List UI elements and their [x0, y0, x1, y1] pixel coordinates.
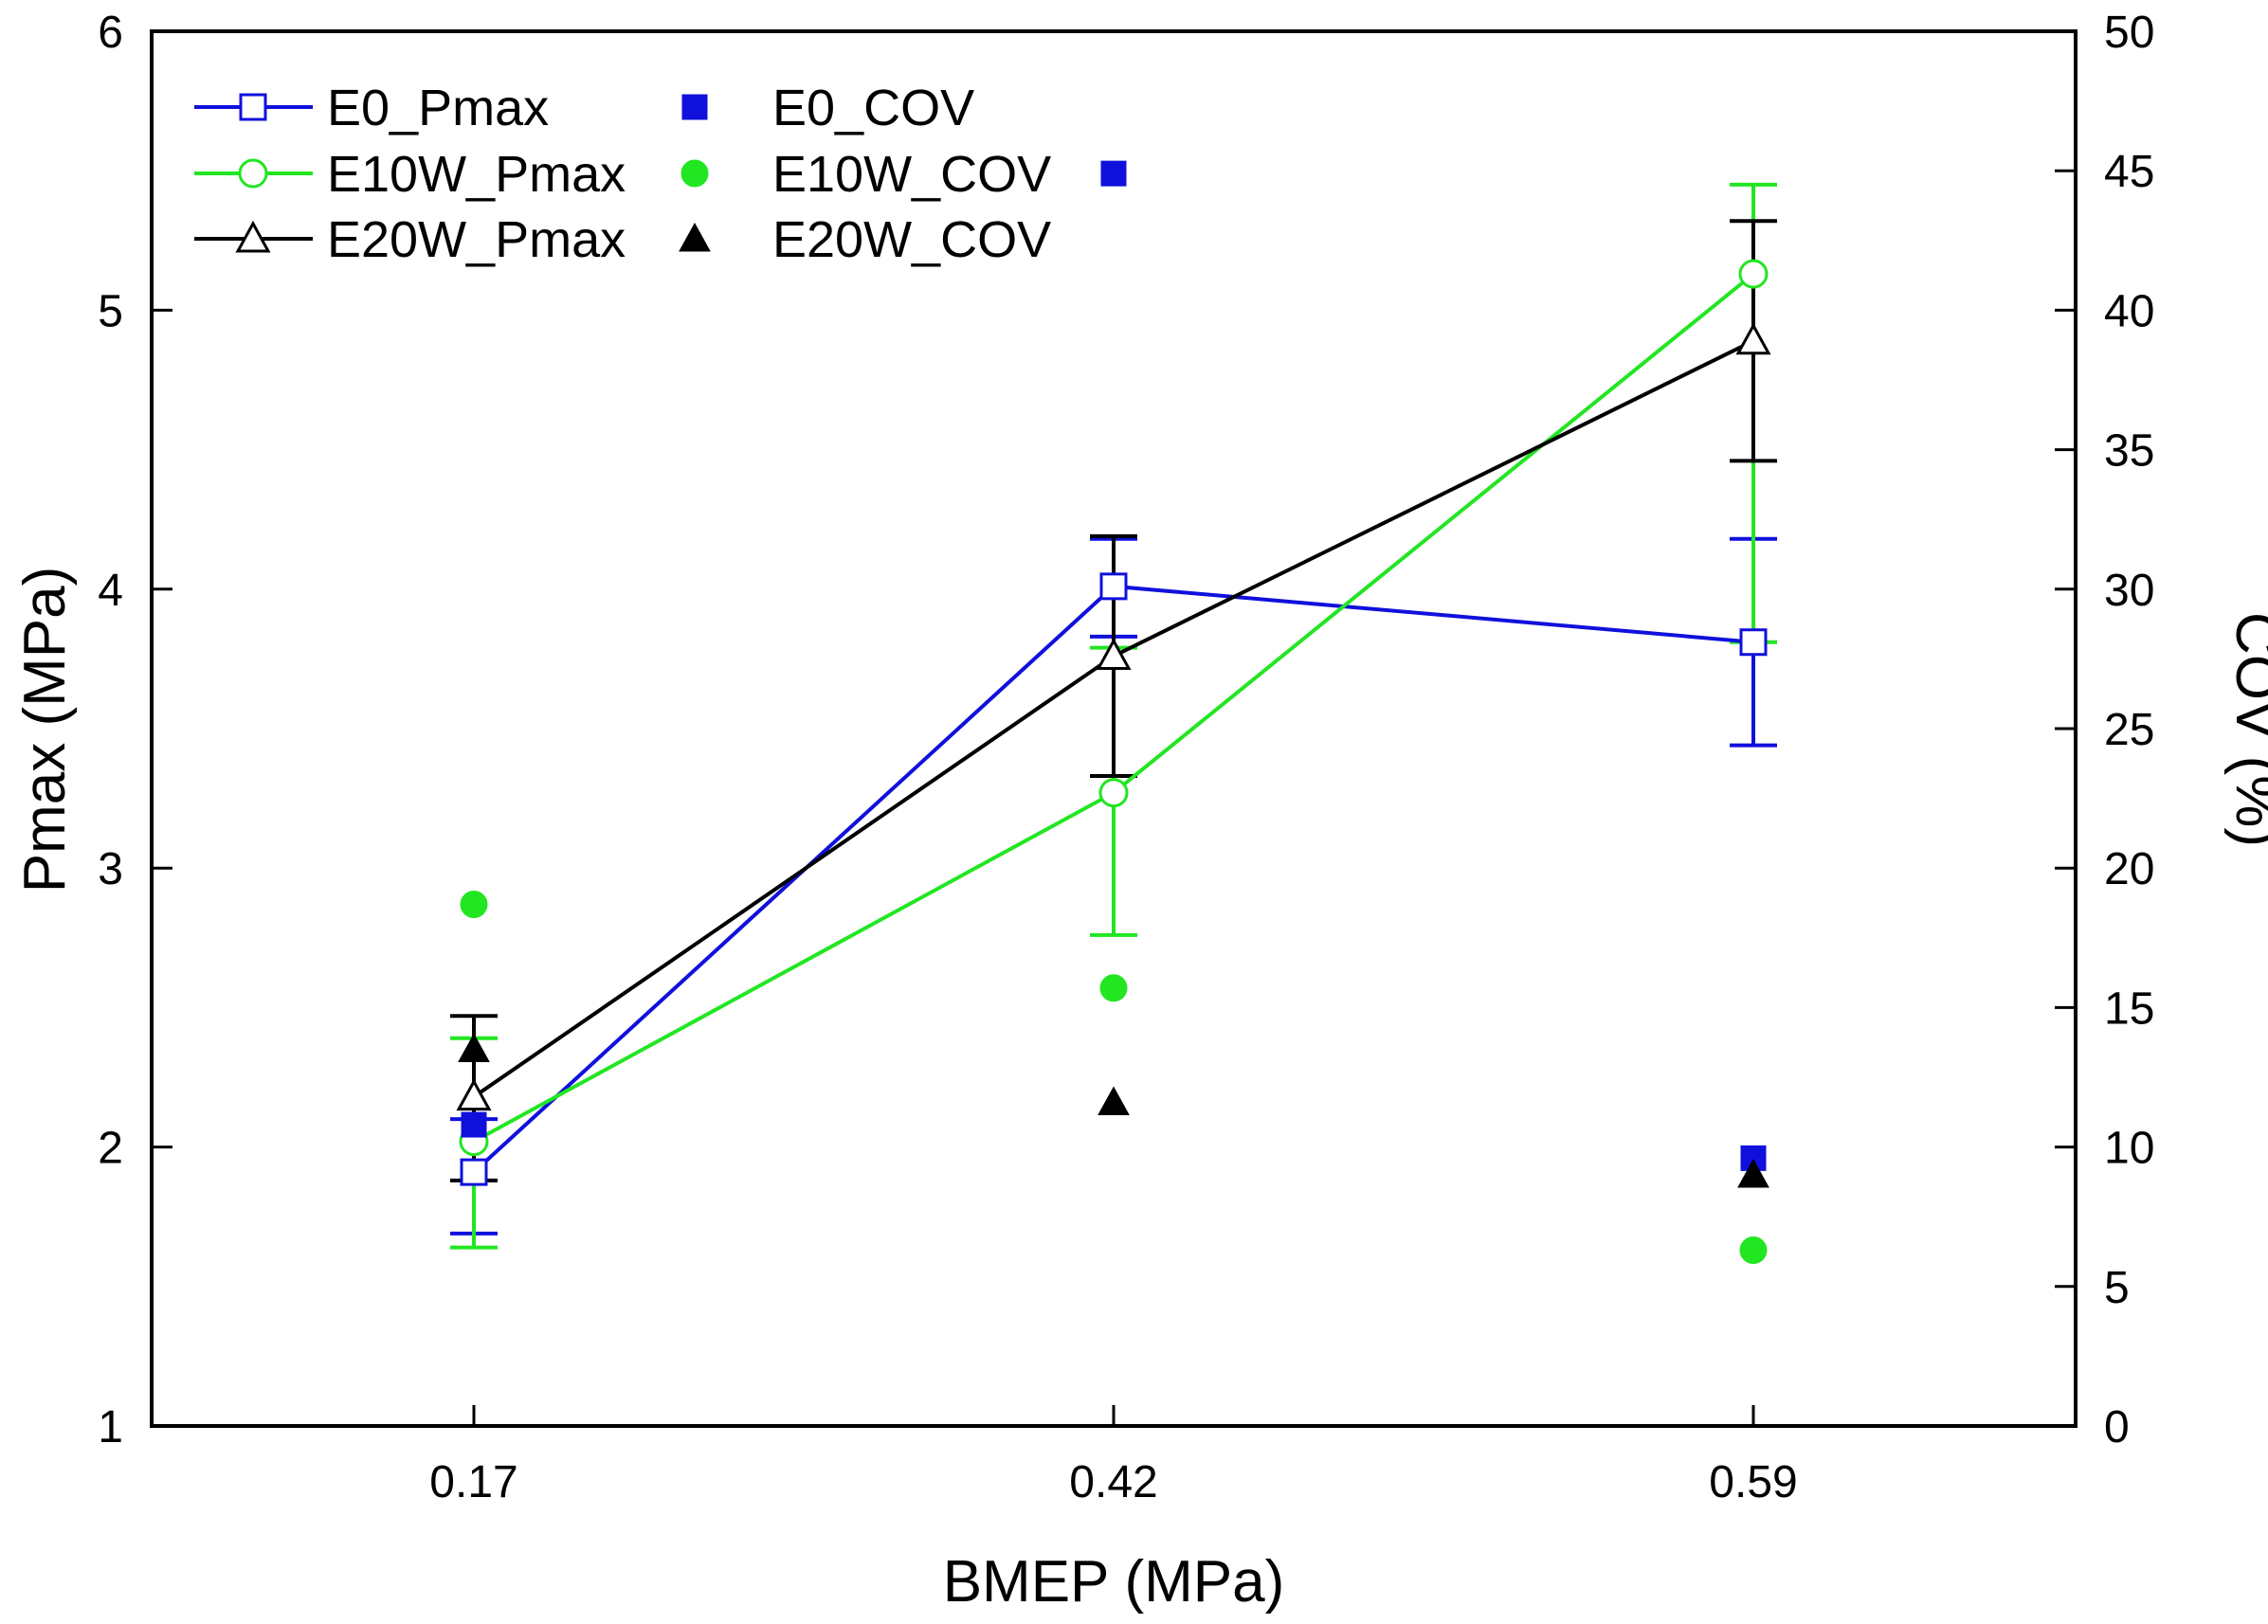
legend-marker [235, 220, 271, 253]
y-right-axis: 0 5 10 15 20 25 30 35 40 45 50 [2055, 8, 2154, 1453]
data-point [460, 1158, 488, 1186]
series-E0_Pmax-points [460, 572, 1768, 1186]
y-left-tick-label: 2 [98, 1124, 123, 1174]
y-left-axis-title: Pmax (MPa) [12, 567, 78, 893]
y-right-tick-label: 40 [2104, 286, 2154, 336]
y-right-tick-label: 20 [2104, 844, 2154, 894]
data-point [1739, 1236, 1768, 1265]
y-right-tick-label: 35 [2104, 426, 2154, 477]
x-tick-label: 0.59 [1709, 1457, 1797, 1507]
series-E20W_Pmax-points [456, 322, 1771, 1111]
x-axis: 0.17 0.42 0.59 [429, 1405, 1798, 1507]
legend-label: E10W_COV [772, 146, 1051, 203]
y-left-tick-label: 1 [98, 1402, 123, 1453]
data-point [1099, 974, 1128, 1002]
data-point [1737, 1159, 1769, 1188]
y-left-tick-label: 5 [98, 286, 123, 336]
data-point [1738, 259, 1769, 289]
series-E20W_COV-points [458, 1033, 1769, 1188]
y-right-tick-label: 50 [2104, 8, 2154, 58]
y-right-tick-label: 25 [2104, 705, 2154, 755]
legend-marker [679, 222, 711, 252]
x-tick-label: 0.17 [429, 1457, 517, 1507]
data-point [1098, 778, 1129, 808]
legend-marker [681, 94, 708, 120]
data-point [460, 890, 488, 918]
y-right-axis-title: COV (%) [2223, 612, 2268, 847]
y-right-tick-label: 10 [2104, 1124, 2154, 1174]
data-point [1739, 628, 1768, 657]
y-left-tick-label: 3 [98, 844, 123, 894]
data-point [1098, 1086, 1130, 1115]
data-point [1096, 638, 1132, 670]
y-left-tick-label: 6 [98, 8, 123, 58]
y-right-tick-label: 5 [2104, 1263, 2130, 1313]
y-right-tick-label: 15 [2104, 983, 2154, 1034]
y-right-tick-label: 45 [2104, 147, 2154, 197]
data-point [1735, 322, 1771, 355]
x-tick-label: 0.42 [1069, 1457, 1157, 1507]
y-right-tick-label: 30 [2104, 566, 2154, 616]
data-point [1100, 160, 1127, 187]
data-point [461, 1111, 487, 1138]
legend-label: E20W_COV [772, 211, 1051, 268]
legend-marker [238, 158, 268, 189]
data-point [458, 1033, 490, 1063]
data-point [456, 1078, 492, 1111]
legend-label: E0_COV [772, 80, 974, 136]
y-left-axis: 1 2 3 4 5 6 [98, 8, 172, 1453]
legend: E0_Pmax E10W_Pmax E20W_Pmax E0_COV E10W_COV E… [194, 80, 1051, 268]
y-right-tick-label: 0 [2104, 1402, 2130, 1453]
series-E20W_Pmax-errorbars [450, 219, 1777, 1182]
legend-marker [680, 159, 709, 188]
series-layer [450, 160, 1777, 1265]
legend-label: E0_Pmax [327, 80, 549, 136]
x-axis-title: BMEP (MPa) [943, 1549, 1285, 1615]
legend-marker [239, 93, 267, 121]
y-left-tick-label: 4 [98, 566, 123, 616]
data-point [1099, 572, 1128, 601]
legend-label: E20W_Pmax [327, 211, 626, 268]
series-E10W_COV-points [460, 890, 1768, 1265]
legend-label: E10W_Pmax [327, 146, 626, 203]
